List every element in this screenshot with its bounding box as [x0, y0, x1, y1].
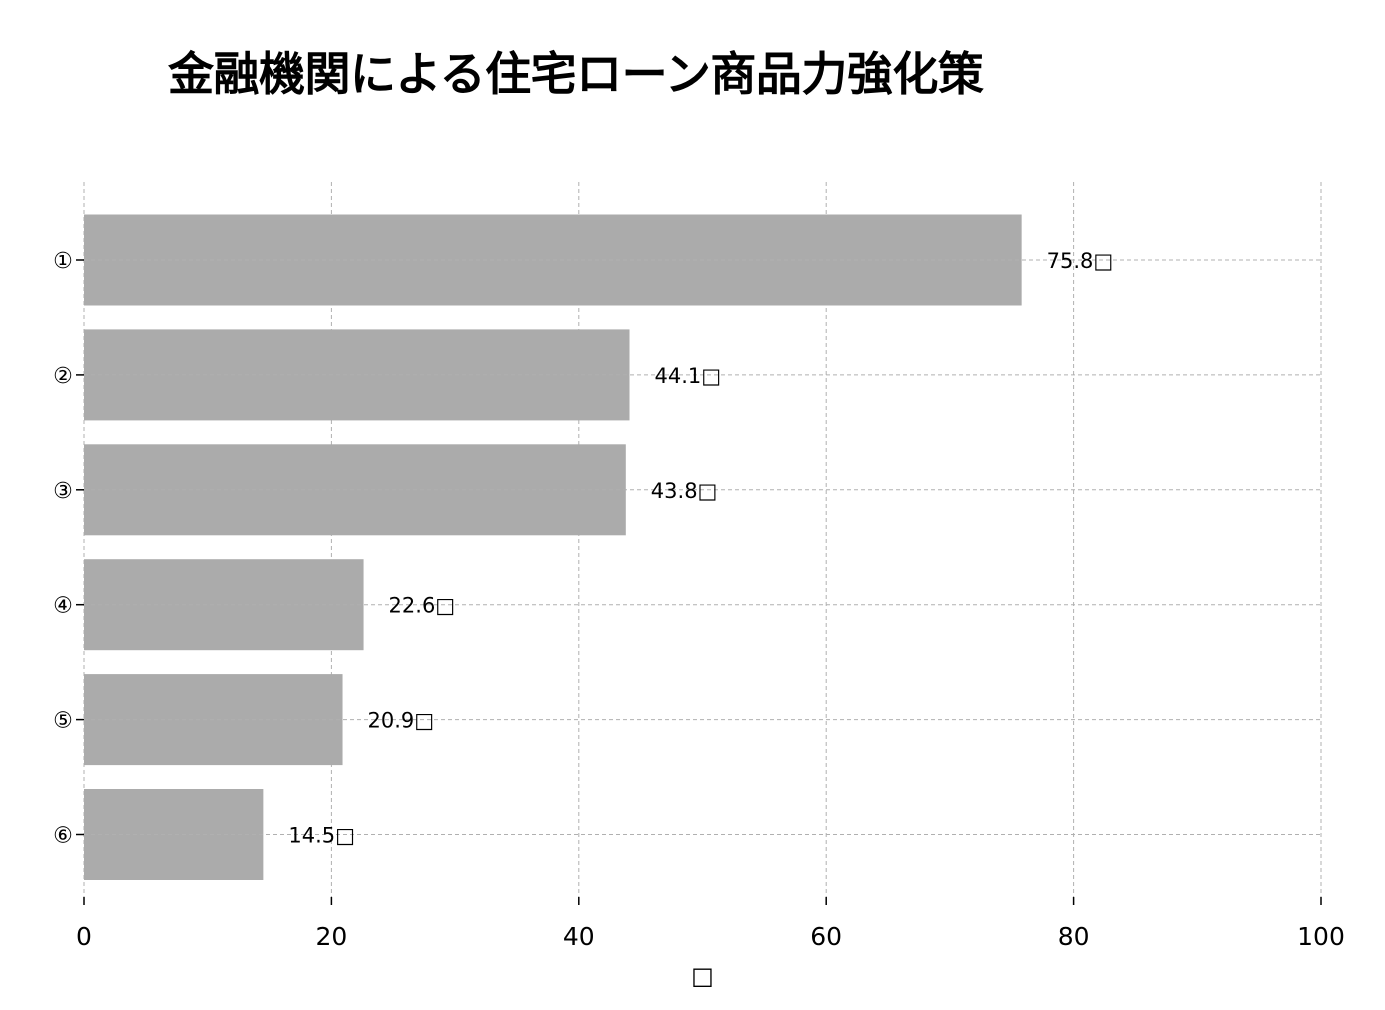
chart-title: 金融機関による住宅ローン商品力強化策	[168, 47, 984, 101]
bar	[84, 444, 626, 536]
x-tick-label: 20	[315, 922, 347, 951]
bar-value-label: 43.8□	[651, 479, 718, 503]
y-tick-label: ③	[53, 479, 73, 504]
y-tick-label: ①	[53, 249, 73, 274]
bar-value-label: 22.6□	[389, 594, 456, 618]
bar	[84, 329, 630, 421]
bar-value-label: 44.1□	[655, 364, 722, 388]
bar-value-label: 14.5□	[288, 824, 355, 848]
bar-value-label: 20.9□	[368, 709, 435, 733]
bar	[84, 789, 264, 880]
x-axis-title: □	[691, 962, 714, 990]
bar	[84, 559, 364, 651]
labels-layer: 0 20 40 60 80 100 ① 75.8□ ② 44.1□ ③ 43.8□ ④ 22.6□ ⑤ 20.…	[53, 249, 1345, 951]
y-tick-label: ④	[53, 594, 73, 619]
bars-layer	[84, 214, 1022, 880]
horizontal-grid-layer	[84, 259, 1321, 835]
x-tick-label: 100	[1297, 922, 1345, 951]
y-tick-label: ⑤	[53, 709, 73, 734]
y-tick-label: ⑥	[53, 824, 73, 849]
bar-value-label: 75.8□	[1047, 249, 1114, 273]
y-tick-label: ②	[53, 364, 73, 389]
x-tick-label: 0	[76, 922, 92, 951]
x-tick-label: 40	[563, 922, 595, 951]
x-tick-label: 80	[1058, 922, 1090, 951]
x-tick-label: 60	[810, 922, 842, 951]
